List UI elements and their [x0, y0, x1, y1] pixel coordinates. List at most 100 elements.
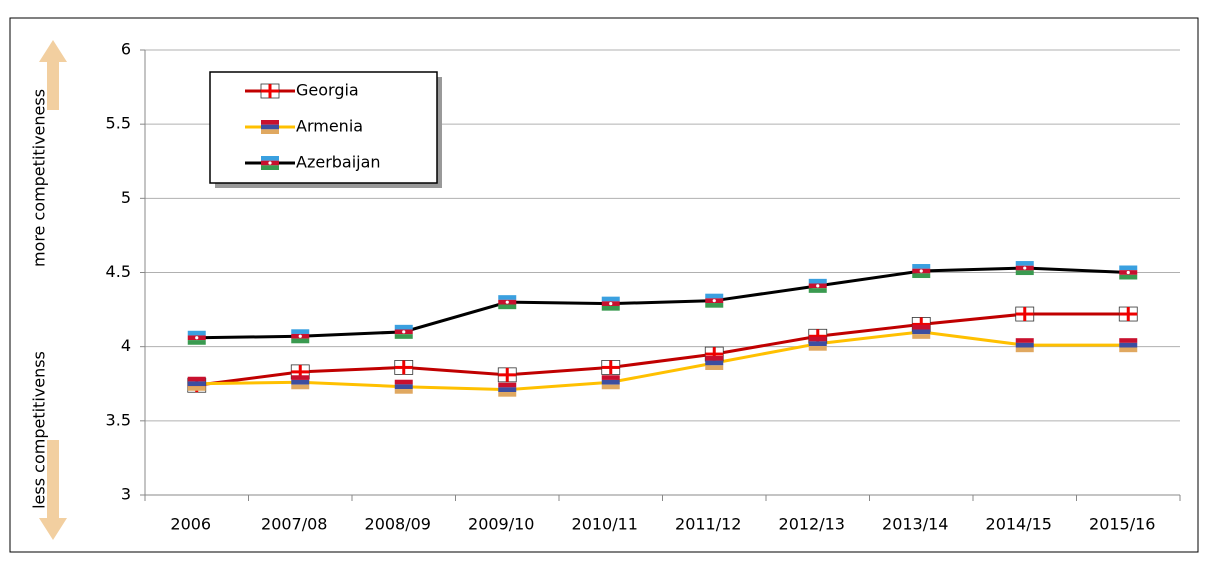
point-marker	[912, 264, 931, 279]
flag-part	[187, 386, 206, 391]
flag-part	[498, 373, 517, 377]
flag-part	[1119, 347, 1138, 353]
point-marker	[498, 295, 517, 310]
flag-part	[912, 324, 931, 330]
point-marker	[291, 375, 310, 390]
point-marker	[394, 324, 413, 339]
flag-part	[705, 352, 724, 356]
flag-part	[912, 273, 931, 279]
flag-part	[402, 330, 406, 334]
legend-label: Armenia	[296, 117, 363, 136]
point-marker	[601, 375, 620, 390]
flag-part	[187, 330, 206, 336]
flag-part	[705, 293, 724, 299]
point-marker	[394, 379, 413, 394]
point-marker	[498, 382, 517, 397]
flag-part	[498, 387, 517, 393]
legend-marker	[261, 120, 279, 134]
flag-part	[1119, 312, 1138, 316]
flag-part	[1015, 312, 1034, 316]
flag-part	[291, 329, 310, 334]
point-marker	[187, 376, 206, 391]
flag-part	[261, 120, 279, 125]
flag-part	[808, 334, 827, 338]
x-tick-label: 2009/10	[468, 515, 534, 534]
y-label-bottom: less competitivenss	[30, 351, 49, 509]
flag-part	[394, 365, 413, 369]
flag-part	[816, 284, 820, 288]
legend-marker	[261, 156, 279, 170]
flag-part	[291, 375, 310, 380]
flag-part	[705, 365, 724, 370]
y-label-top: more competitiveness	[30, 89, 49, 267]
flag-part	[808, 288, 827, 293]
point-marker	[601, 296, 620, 311]
arrow-down	[39, 440, 67, 540]
x-tick-label: 2010/11	[572, 515, 638, 534]
flag-part	[394, 384, 413, 390]
flag-part	[912, 264, 931, 269]
x-tick-label: 2015/16	[1089, 515, 1155, 534]
flag-part	[919, 269, 923, 273]
x-tick-label: 2007/08	[261, 515, 327, 534]
point-marker	[1119, 265, 1138, 280]
flag-part	[291, 370, 310, 374]
flag-part	[712, 299, 716, 303]
flag-part	[394, 379, 413, 385]
arrow-up	[39, 40, 67, 110]
flag-part	[912, 334, 931, 339]
series-line	[196, 330, 1129, 392]
flag-part	[1119, 338, 1138, 343]
point-marker	[1119, 338, 1138, 353]
flag-part	[808, 336, 827, 342]
flag-part	[1126, 270, 1130, 275]
flag-part	[1015, 261, 1034, 266]
flag-part	[1015, 342, 1034, 348]
flag-part	[1015, 338, 1034, 343]
y-tick-label: 5.5	[106, 114, 131, 133]
flag-part	[498, 392, 517, 397]
flag-part	[291, 338, 310, 344]
flag-part	[601, 384, 620, 390]
flag-part	[912, 329, 931, 335]
flag-part	[394, 334, 413, 339]
flag-part	[601, 305, 620, 311]
point-marker	[1015, 306, 1035, 322]
flag-part	[601, 365, 620, 369]
flag-part	[187, 381, 206, 387]
x-tick-label: 2008/09	[365, 515, 431, 534]
flag-part	[609, 302, 613, 306]
flag-part	[1119, 274, 1138, 280]
legend-label: Azerbaijan	[296, 153, 381, 172]
flag-part	[261, 124, 279, 130]
flag-part	[195, 336, 199, 340]
x-tick-label: 2006	[170, 515, 211, 534]
flag-part	[498, 382, 517, 388]
flag-part	[505, 300, 509, 304]
flag-part	[601, 379, 620, 385]
point-marker	[497, 367, 517, 383]
y-tick-label: 3	[121, 485, 131, 504]
point-marker	[1015, 261, 1034, 276]
flag-part	[261, 129, 279, 134]
y-tick-label: 3.5	[106, 410, 131, 429]
legend-label: Georgia	[296, 81, 359, 100]
point-marker	[705, 293, 724, 308]
flag-part	[291, 384, 310, 390]
flag-part	[912, 322, 931, 326]
flag-part	[601, 296, 620, 302]
flag-part	[187, 376, 206, 382]
flag-part	[1119, 265, 1138, 271]
flag-part	[1015, 270, 1034, 276]
frame	[9, 17, 1199, 553]
flag-part	[187, 340, 206, 345]
legend-marker	[260, 83, 280, 99]
x-tick-label: 2013/14	[882, 515, 948, 534]
point-marker	[187, 330, 206, 345]
flag-part	[808, 346, 827, 351]
series-line	[196, 312, 1129, 387]
point-marker	[912, 324, 931, 339]
flag-part	[291, 379, 310, 385]
y-tick-label: 6	[121, 40, 131, 59]
